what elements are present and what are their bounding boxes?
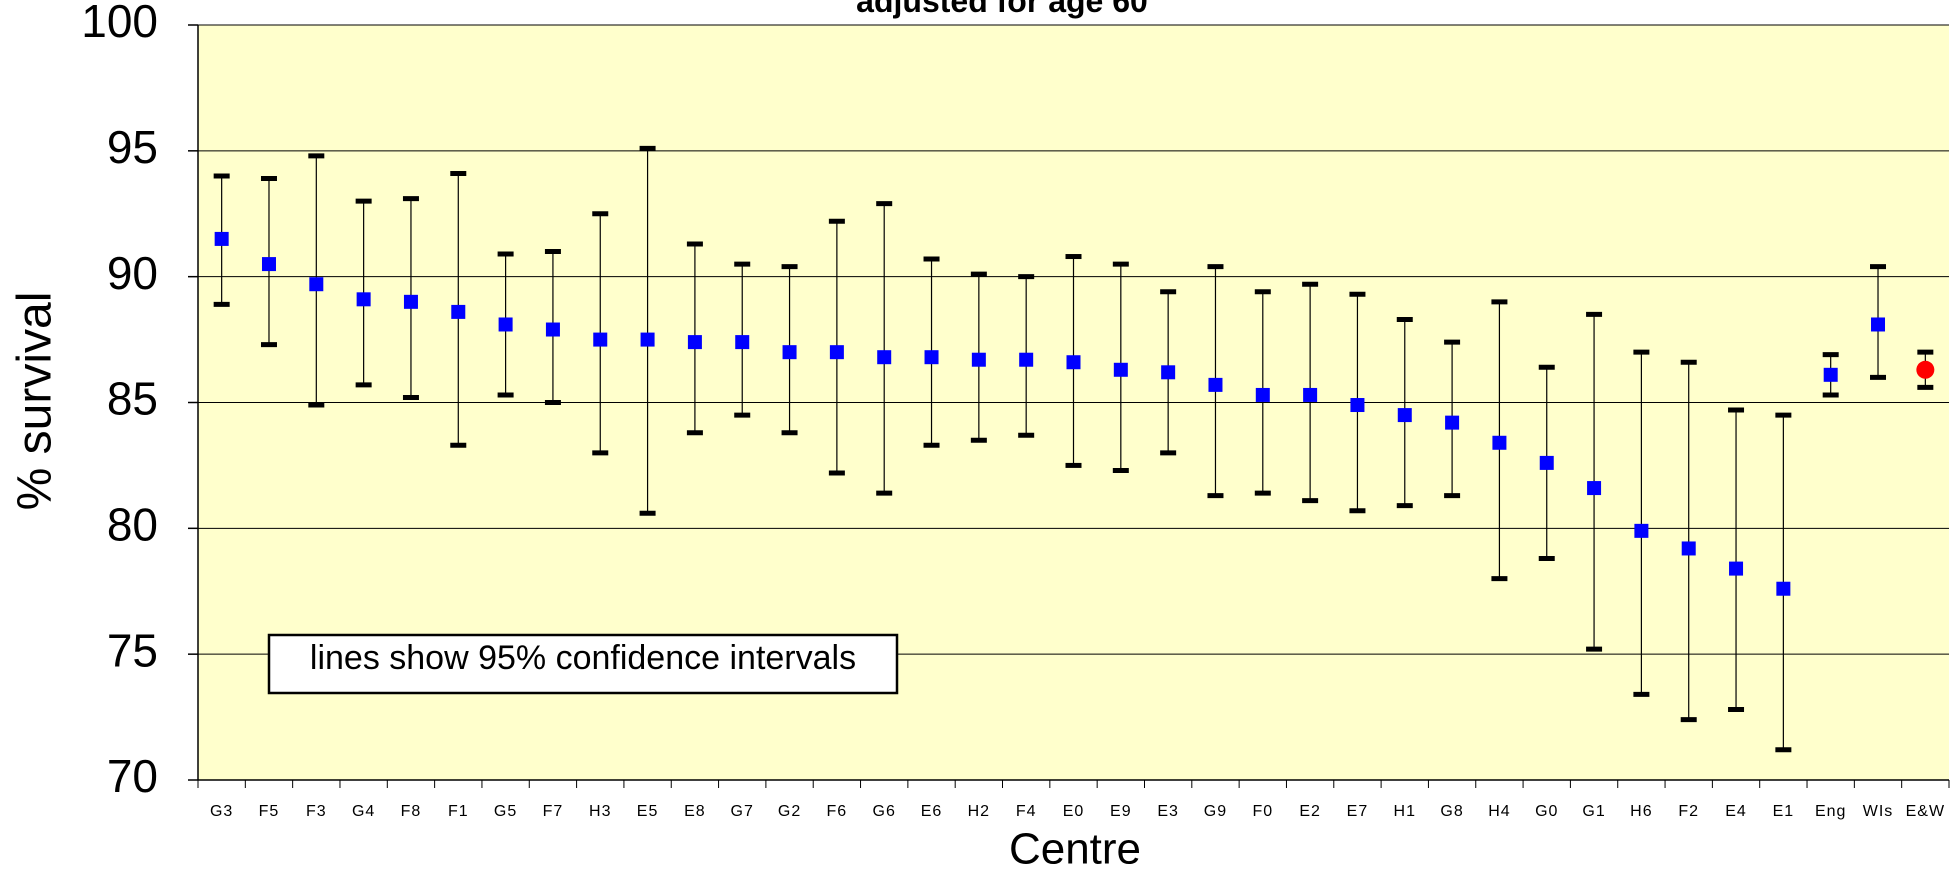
x-tick-label: F1: [448, 803, 469, 820]
point: [1916, 360, 1935, 379]
y-axis-label: % survival: [9, 292, 62, 511]
x-tick-label: G4: [352, 803, 375, 820]
x-tick-label: G6: [873, 803, 896, 820]
point: [1350, 398, 1365, 413]
point: [593, 332, 608, 347]
point: [356, 292, 371, 307]
point: [971, 352, 986, 367]
point: [877, 350, 892, 365]
chart-title: adjusted for age 60: [856, 0, 1148, 19]
point: [782, 345, 797, 360]
point: [1587, 481, 1602, 496]
x-tick-label: E8: [684, 803, 706, 820]
x-tick-label: WIs: [1863, 803, 1894, 820]
point: [1823, 367, 1838, 382]
x-tick-label: G7: [731, 803, 754, 820]
y-tick-label: 75: [107, 624, 158, 676]
x-tick-label: G5: [494, 803, 517, 820]
x-tick-label: F5: [259, 803, 280, 820]
x-tick-label: H3: [589, 803, 611, 820]
x-tick-label: E9: [1110, 803, 1132, 820]
x-tick-label: E7: [1347, 803, 1369, 820]
x-tick-label: F0: [1252, 803, 1273, 820]
point: [640, 332, 655, 347]
point: [1066, 355, 1081, 370]
point: [1208, 377, 1223, 392]
x-tick-label: E3: [1157, 803, 1179, 820]
x-tick-label: F2: [1678, 803, 1699, 820]
x-tick-label: G0: [1535, 803, 1558, 820]
point: [1681, 541, 1696, 556]
x-tick-label: G2: [778, 803, 801, 820]
x-tick-label: G9: [1204, 803, 1227, 820]
x-tick-label: G1: [1582, 803, 1605, 820]
point: [924, 350, 939, 365]
point: [451, 304, 466, 319]
x-tick-label: F8: [401, 803, 422, 820]
point: [1445, 415, 1460, 430]
point: [1776, 581, 1791, 596]
x-tick-label: E5: [637, 803, 659, 820]
point: [1113, 362, 1128, 377]
x-tick-label: E&W: [1906, 803, 1945, 820]
point: [309, 277, 324, 292]
y-tick-label: 90: [107, 247, 158, 299]
point: [1729, 561, 1744, 576]
x-tick-label: F4: [1016, 803, 1037, 820]
point: [498, 317, 513, 332]
annotation: lines show 95% confidence intervals: [310, 639, 856, 677]
x-tick-label: H4: [1488, 803, 1510, 820]
x-tick-label: F7: [543, 803, 564, 820]
point: [1492, 435, 1507, 450]
point: [1255, 387, 1270, 402]
y-tick-label: 70: [107, 750, 158, 802]
point: [687, 335, 702, 350]
point: [829, 345, 844, 360]
x-tick-label: Eng: [1815, 803, 1846, 820]
x-tick-label: E6: [921, 803, 943, 820]
point: [1161, 365, 1176, 380]
point: [1303, 387, 1318, 402]
x-tick-label: H2: [968, 803, 990, 820]
point: [735, 335, 750, 350]
x-tick-label: E2: [1299, 803, 1321, 820]
x-tick-label: F6: [827, 803, 848, 820]
point: [1871, 317, 1886, 332]
x-tick-label: E1: [1773, 803, 1795, 820]
point: [1397, 408, 1412, 423]
point: [1019, 352, 1034, 367]
point: [214, 231, 229, 246]
y-tick-label: 80: [107, 498, 158, 550]
y-tick-label: 100: [81, 0, 158, 47]
x-tick-label: F3: [306, 803, 327, 820]
point: [1539, 455, 1554, 470]
point: [1634, 523, 1649, 538]
x-axis-label: Centre: [1009, 825, 1141, 872]
x-tick-label: G3: [210, 803, 233, 820]
x-tick-label: H1: [1394, 803, 1416, 820]
x-tick-label: E0: [1063, 803, 1085, 820]
point: [261, 257, 276, 272]
x-tick-label: G8: [1440, 803, 1463, 820]
y-tick-label: 95: [107, 121, 158, 173]
point: [403, 294, 418, 309]
x-tick-label: H6: [1630, 803, 1652, 820]
x-tick-label: E4: [1725, 803, 1747, 820]
annotation-box: [267, 633, 899, 695]
y-tick-label: 85: [107, 373, 158, 425]
point: [545, 322, 560, 337]
